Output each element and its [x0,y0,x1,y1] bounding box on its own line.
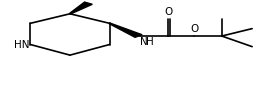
Polygon shape [69,2,92,14]
Text: H: H [146,37,154,47]
Text: N: N [140,37,148,47]
Text: O: O [190,24,198,34]
Text: HN: HN [13,40,29,50]
Text: O: O [165,7,173,17]
Polygon shape [109,23,142,37]
